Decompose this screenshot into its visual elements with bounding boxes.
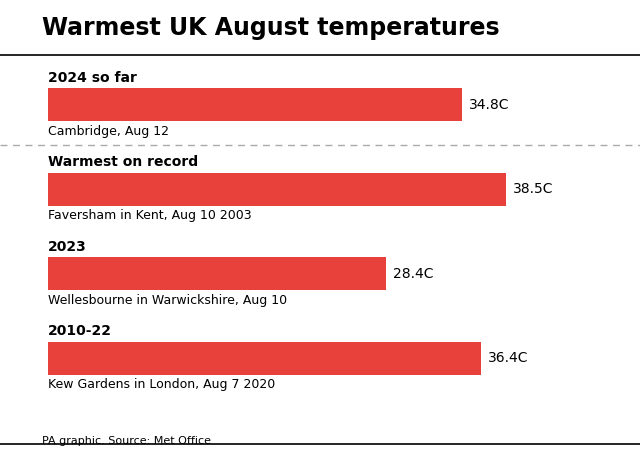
Text: Warmest on record: Warmest on record xyxy=(48,155,198,170)
Text: Wellesbourne in Warwickshire, Aug 10: Wellesbourne in Warwickshire, Aug 10 xyxy=(48,294,287,307)
Text: PA graphic. Source: Met Office: PA graphic. Source: Met Office xyxy=(42,436,211,446)
Text: 2010-22: 2010-22 xyxy=(48,324,112,339)
Text: 38.5C: 38.5C xyxy=(513,182,554,196)
Text: 2024 so far: 2024 so far xyxy=(48,71,137,85)
Text: Cambridge, Aug 12: Cambridge, Aug 12 xyxy=(48,125,169,138)
Text: Faversham in Kent, Aug 10 2003: Faversham in Kent, Aug 10 2003 xyxy=(48,209,252,222)
Text: 36.4C: 36.4C xyxy=(488,351,529,365)
Text: 34.8C: 34.8C xyxy=(469,98,510,112)
Text: Warmest UK August temperatures: Warmest UK August temperatures xyxy=(42,16,499,40)
Text: 2023: 2023 xyxy=(48,240,87,254)
Text: 28.4C: 28.4C xyxy=(393,267,434,281)
Text: Kew Gardens in London, Aug 7 2020: Kew Gardens in London, Aug 7 2020 xyxy=(48,378,275,391)
